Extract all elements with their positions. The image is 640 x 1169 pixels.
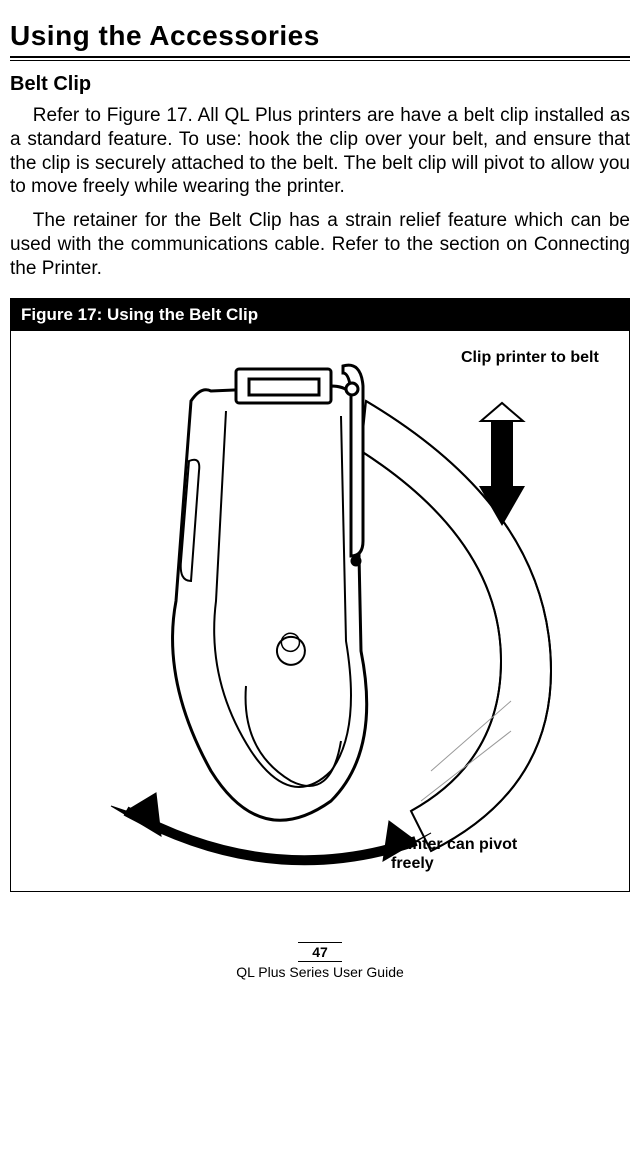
page-footer: 47 QL Plus Series User Guide — [10, 942, 630, 980]
belt-illustration — [11, 331, 629, 891]
paragraph-1: Refer to Figure 17. All QL Plus printers… — [10, 104, 630, 199]
page-title: Using the Accessories — [10, 20, 630, 52]
title-underline — [10, 56, 630, 61]
paragraph-2: The retainer for the Belt Clip has a str… — [10, 209, 630, 280]
figure-body: Clip printer to belt Printer can pivot f… — [11, 331, 629, 891]
guide-name: QL Plus Series User Guide — [10, 964, 630, 980]
page-number: 47 — [298, 942, 342, 962]
subheading-belt-clip: Belt Clip — [10, 73, 630, 96]
figure-17: Figure 17: Using the Belt Clip — [10, 298, 630, 892]
annotation-pivot-freely: Printer can pivot freely — [391, 836, 531, 873]
annotation-clip-to-belt: Clip printer to belt — [461, 349, 601, 367]
figure-caption: Figure 17: Using the Belt Clip — [11, 299, 629, 331]
